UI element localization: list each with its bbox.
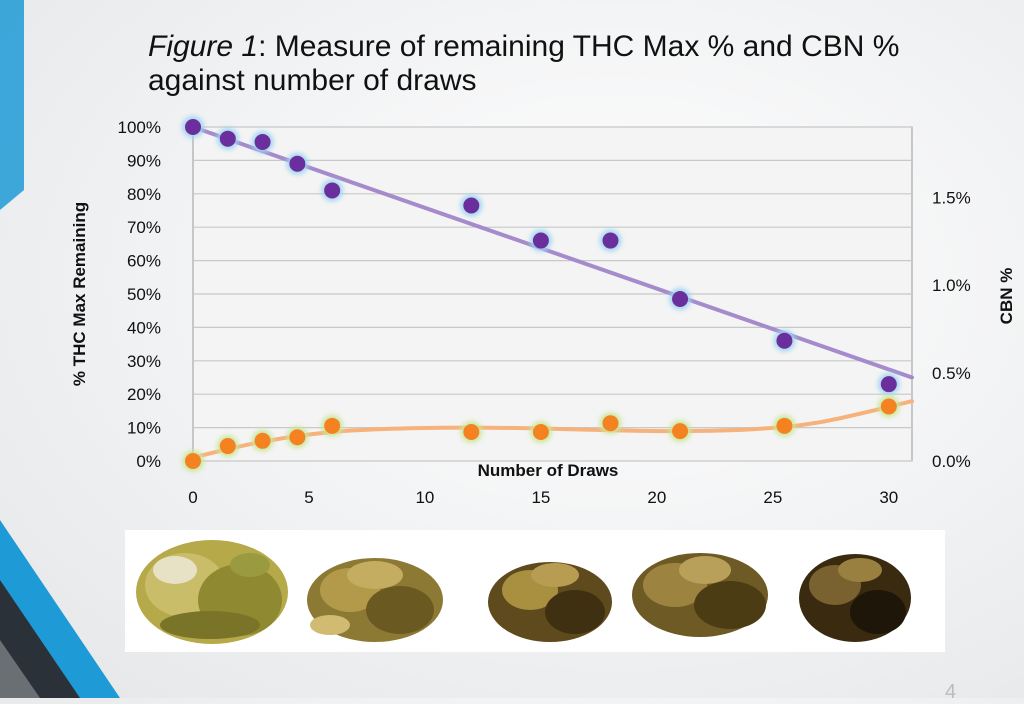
thc-point — [672, 291, 689, 308]
thc-point — [289, 155, 306, 172]
grid-lines — [193, 126, 912, 462]
left-tick-label: 80% — [127, 185, 161, 204]
right-tick-label: 1.5% — [932, 188, 971, 207]
left-tick-label: 30% — [127, 352, 161, 371]
left-tick-label: 100% — [118, 118, 161, 137]
left-axis-title: % THC Max Remaining — [70, 202, 89, 386]
right-axis-ticks: 0.0% 0.5% 1.0% 1.5% — [932, 188, 971, 471]
right-tick-label: 1.0% — [932, 276, 971, 295]
right-axis-title: CBN % — [997, 268, 1016, 325]
figure-title-prefix: Figure 1 — [148, 30, 259, 63]
left-axis-ticks: 0% 10% 20% 30% 40% 50% 60% 70% 80% 90% 100% — [118, 118, 161, 471]
thc-point — [602, 232, 619, 249]
left-tick-label: 0% — [136, 452, 161, 471]
left-tick-label: 90% — [127, 151, 161, 170]
right-tick-label: 0.0% — [932, 452, 971, 471]
thc-point — [532, 232, 549, 249]
thc-series — [182, 116, 900, 396]
left-tick-label: 40% — [127, 318, 161, 337]
sample-draw-c — [632, 553, 768, 637]
cbn-point — [463, 423, 480, 440]
figure-title-text: : Measure of remaining THC Max % and CBN… — [148, 30, 900, 97]
thc-point — [776, 332, 793, 349]
left-tick-label: 50% — [127, 285, 161, 304]
x-axis-title: Number of Draws — [478, 461, 619, 480]
cbn-point — [776, 417, 793, 434]
cbn-point — [185, 453, 201, 469]
cbn-point — [532, 423, 549, 440]
cbn-point — [880, 398, 897, 415]
thc-point — [324, 182, 341, 199]
sample-draw-a — [307, 558, 443, 642]
thc-point — [880, 376, 897, 393]
left-tick-label: 20% — [127, 385, 161, 404]
sample-draw-d — [799, 554, 911, 642]
x-axis-ticks: 0 5 10 15 20 25 30 — [188, 488, 898, 507]
cbn-series — [182, 395, 900, 472]
left-tick-label: 70% — [127, 218, 161, 237]
left-tick-label: 60% — [127, 252, 161, 271]
slide-number: 4 — [945, 681, 957, 703]
cbn-point — [219, 438, 236, 455]
sample-fresh — [136, 540, 288, 644]
sample-draw-b — [488, 562, 612, 642]
thc-point — [254, 134, 271, 151]
cbn-point — [254, 432, 271, 449]
bottom-left-accent-dark — [0, 580, 80, 698]
cbn-point — [324, 417, 341, 434]
x-tick-label: 25 — [763, 488, 782, 507]
x-tick-label: 0 — [188, 488, 197, 507]
cbn-point — [289, 429, 306, 446]
thc-point — [185, 119, 201, 135]
x-tick-label: 5 — [304, 488, 313, 507]
bottom-left-accent-gray — [0, 640, 40, 698]
x-tick-label: 15 — [531, 488, 550, 507]
thc-point — [219, 130, 236, 147]
x-tick-label: 30 — [879, 488, 898, 507]
thc-point — [463, 197, 480, 214]
figure-title: Figure 1: Measure of remaining THC Max %… — [148, 30, 948, 98]
top-left-accent — [0, 0, 24, 210]
sample-photo-strip — [125, 530, 945, 652]
right-tick-label: 0.5% — [932, 364, 971, 383]
cbn-point — [672, 423, 689, 440]
cbn-point — [602, 415, 619, 432]
x-tick-label: 20 — [647, 488, 666, 507]
left-tick-label: 10% — [127, 419, 161, 438]
x-tick-label: 10 — [415, 488, 434, 507]
